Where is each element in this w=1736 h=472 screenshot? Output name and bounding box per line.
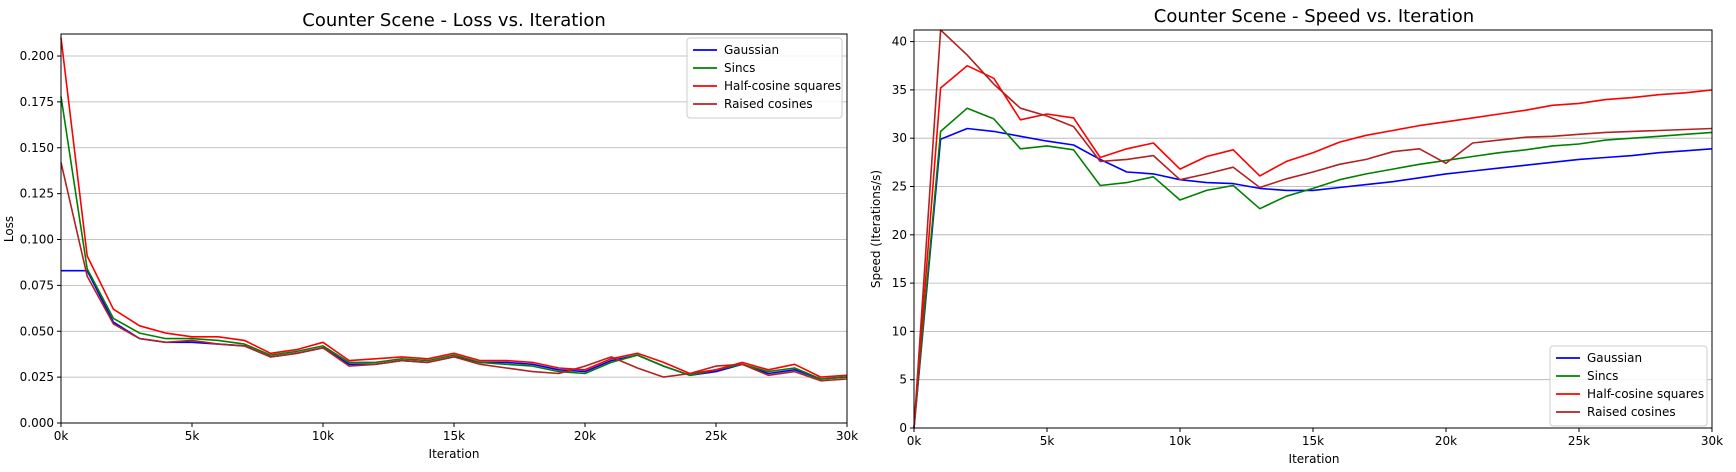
series-lines [60, 37, 848, 382]
grid [61, 55, 847, 424]
y-tick-label: 0.100 [20, 233, 54, 247]
series-line-raised-cosines [913, 29, 1713, 429]
x-tick-label: 0k [54, 429, 69, 443]
y-tick-label: 0.025 [20, 370, 54, 384]
series-line-sincs [913, 107, 1713, 429]
speed-chart: Counter Scene - Speed vs. Iteration 0 5 10… [869, 6, 1723, 466]
y-tick-label: 25 [892, 179, 907, 193]
y-tick-label: 0 [899, 421, 907, 435]
series-line-raised-cosines [60, 162, 848, 382]
y-axis-label: Speed (Iterations/s) [869, 170, 883, 288]
x-tick-label: 15k [443, 429, 465, 443]
legend-label: Raised cosines [1587, 405, 1676, 419]
y-tick-label: 0.125 [20, 187, 54, 201]
legend-label: Sincs [724, 61, 755, 75]
legend-label: Half-cosine squares [724, 79, 841, 93]
y-tick-label: 0.000 [20, 416, 54, 430]
x-tick-label: 20k [574, 429, 596, 443]
y-tick-label: 40 [892, 35, 907, 49]
y-tick-label: 20 [892, 228, 907, 242]
y-tick-label: 35 [892, 83, 907, 97]
legend-label: Gaussian [724, 43, 779, 57]
y-tick-label: 0.075 [20, 278, 54, 292]
legend: Gaussian Sincs Half-cosine squares Raised c… [686, 37, 843, 119]
x-axis-label: Iteration [1289, 452, 1340, 466]
y-tick-label: 0.200 [20, 49, 54, 63]
legend: Gaussian Sincs Half-cosine squares Raised c… [1549, 345, 1708, 427]
y-tick-label: 5 [899, 373, 907, 387]
x-tick-label: 5k [1040, 434, 1055, 448]
x-tick-label: 30k [1701, 434, 1723, 448]
loss-chart: Counter Scene - Loss vs. Iteration 0.000… [2, 10, 859, 461]
x-tick-label: 10k [1169, 434, 1191, 448]
chart-title: Counter Scene - Loss vs. Iteration [302, 10, 606, 31]
x-tick-label: 20k [1435, 434, 1457, 448]
series-line-sincs [60, 96, 848, 380]
x-tick-label: 0k [907, 434, 922, 448]
legend-label: Gaussian [1587, 351, 1642, 365]
y-axis-label: Loss [2, 216, 16, 242]
loss-chart-panel: Counter Scene - Loss vs. Iteration 0.000… [2, 10, 859, 461]
y-tick-label: 15 [892, 276, 907, 290]
legend-label: Sincs [1587, 369, 1618, 383]
y-tick-label: 0.150 [20, 141, 54, 155]
series-line-gaussian [913, 127, 1713, 429]
y-tick-label: 30 [892, 131, 907, 145]
legend-label: Raised cosines [724, 97, 813, 111]
series-line-gaussian [61, 269, 848, 380]
series-line-half-cosine-squares [913, 64, 1713, 429]
x-axis-label: Iteration [429, 447, 480, 461]
y-tick-label: 10 [892, 324, 907, 338]
legend-box [686, 37, 843, 119]
y-tick-label: 0.050 [20, 324, 54, 338]
chart-title: Counter Scene - Speed vs. Iteration [1154, 6, 1474, 27]
x-tick-label: 10k [312, 429, 334, 443]
speed-chart-panel: Counter Scene - Speed vs. Iteration 0 5 10… [868, 0, 1736, 472]
legend-box [1549, 345, 1708, 427]
series-lines [913, 29, 1713, 429]
series-line-half-cosine-squares [60, 37, 848, 378]
y-tick-label: 0.175 [20, 95, 54, 109]
axis-ticks: 0 5 10 15 20 25 30 35 40 0k 5k 10k 15k 20k 25k 30k [892, 35, 1723, 448]
x-tick-label: 30k [836, 429, 858, 443]
x-tick-label: 25k [1568, 434, 1590, 448]
legend-label: Half-cosine squares [1587, 387, 1704, 401]
x-tick-label: 5k [185, 429, 200, 443]
x-tick-label: 15k [1302, 434, 1324, 448]
axis-ticks: 0.000 0.025 0.050 0.075 0.100 0.125 0.150 0.175… [20, 49, 859, 443]
x-tick-label: 25k [705, 429, 727, 443]
